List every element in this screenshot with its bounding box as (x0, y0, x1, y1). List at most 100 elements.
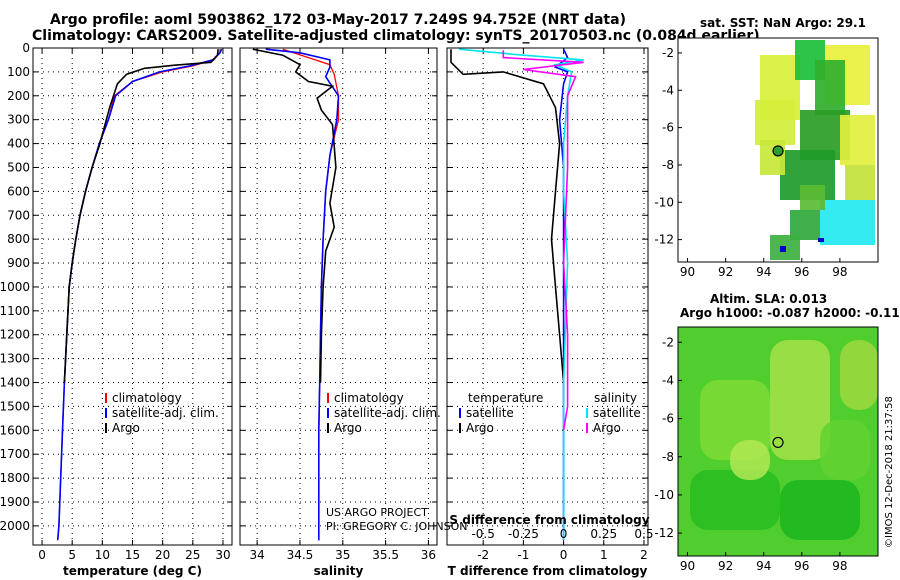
y-tick-label: 1300 (0, 352, 30, 366)
sst-map (678, 38, 878, 262)
sla-map-title-line2: Argo h1000: -0.087 h2000: -0.11 (680, 306, 900, 320)
map-x-tick-label: 98 (832, 265, 847, 279)
sla-patch (780, 480, 860, 540)
diff-temp-legend-header: temperature (468, 391, 543, 405)
sst-patch (760, 55, 800, 120)
sst-patch (818, 238, 824, 242)
legend-label: Argo (466, 421, 494, 435)
sst-patch (755, 100, 795, 145)
sla-patch (820, 420, 870, 480)
x-tick-label: -1 (517, 548, 529, 562)
y-tick-label: 1900 (0, 495, 30, 509)
y-tick-label: 1800 (0, 471, 30, 485)
map-y-tick-label: -6 (662, 121, 674, 135)
x-tick-label: 36 (421, 548, 436, 562)
panel-temperature: 0 5 10 15 20 25 300100200300400500600700800900… (0, 41, 233, 578)
x-axis-label: salinity (314, 564, 364, 578)
sla-patch (770, 340, 830, 460)
x-tick-label: 5 (68, 548, 76, 562)
sst-patch (825, 45, 870, 105)
sla-map-axes: 90 92 94 96 98-2-4-6-8-10-12 (654, 326, 879, 573)
credit-line-2: PI: GREGORY C. JOHNSON (326, 520, 468, 533)
x-tick-label: 1 (600, 548, 608, 562)
map-x-tick-label: 96 (794, 265, 809, 279)
sst-patch (820, 200, 875, 245)
map-y-tick-label: -6 (662, 412, 674, 426)
sla-patch (700, 380, 770, 460)
x-tick-label: 15 (125, 548, 140, 562)
map-x-tick-label: 94 (756, 265, 771, 279)
y-tick-label: 1700 (0, 447, 30, 461)
x-tick-label: 34 (249, 548, 264, 562)
map-x-tick-label: 94 (756, 559, 771, 573)
y-tick-label: 900 (7, 256, 30, 270)
x-tick-label: 2 (640, 548, 648, 562)
sal-diff-tick-label: 0.25 (590, 527, 617, 541)
y-tick-label: 500 (7, 160, 30, 174)
y-tick-label: 400 (7, 137, 30, 151)
x-tick-label: -2 (477, 548, 489, 562)
legend-label: climatology (334, 391, 404, 405)
legend-label: climatology (112, 391, 182, 405)
x-tick-label: 34.5 (287, 548, 314, 562)
x-tick-label: 0 (560, 548, 568, 562)
series-satellite-adj-clim- (265, 48, 340, 541)
sst-patch (815, 60, 845, 115)
sal-diff-tick-label: -0.25 (508, 527, 539, 541)
series-satellite-adj-clim- (56, 48, 223, 541)
sst-patch (760, 140, 785, 175)
sla-map-title-line1: Altim. SLA: 0.013 (710, 292, 828, 306)
panel-salinity: 34 34.5 35 35.5 36 salinity (239, 47, 438, 578)
sla-patch (730, 440, 770, 480)
series-argo (252, 48, 337, 383)
profile-charts: 0 5 10 15 20 25 300100200300400500600700800900… (0, 41, 654, 578)
map-y-tick-label: -4 (662, 373, 674, 387)
map-frame (677, 37, 879, 263)
y-tick-label: 1200 (0, 328, 30, 342)
legend-label: Argo (593, 421, 621, 435)
sst-patch (800, 110, 850, 160)
map-y-tick-label: -2 (662, 335, 674, 349)
sal-diff-tick-label: -0.5 (471, 527, 494, 541)
x-tick-label: 10 (95, 548, 110, 562)
y-tick-label: 2000 (0, 519, 30, 533)
title-line-2: Climatology: CARS2009. Satellite-adjuste… (32, 28, 760, 44)
sal-diff-tick-label: 0 (560, 527, 568, 541)
legend-label: satellite (593, 406, 641, 420)
x-tick-label: 35 (335, 548, 350, 562)
sst-patch (840, 115, 875, 165)
sst-patch (845, 165, 875, 200)
sst-patch (780, 150, 835, 200)
y-tick-label: 100 (7, 65, 30, 79)
x-tick-label: 20 (155, 548, 170, 562)
y-tick-label: 700 (7, 208, 30, 222)
y-tick-label: 1600 (0, 423, 30, 437)
map-y-tick-label: -2 (662, 46, 674, 60)
sal-diff-tick-label: 0.5 (634, 527, 653, 541)
panel-difference: -2 -1 0 1 2 T difference from climatology (446, 47, 649, 578)
y-tick-label: 1500 (0, 399, 30, 413)
y-tick-label: 300 (7, 113, 30, 127)
map-x-tick-label: 90 (680, 559, 695, 573)
sst-map-title: sat. SST: NaN Argo: 29.1 (700, 16, 866, 30)
sla-patch (840, 340, 878, 410)
plot-frame (32, 47, 233, 546)
plot-frame (239, 47, 438, 546)
y-tick-label: 200 (7, 89, 30, 103)
y-tick-label: 600 (7, 184, 30, 198)
sla-map-background (678, 327, 878, 556)
legend-label: Argo (334, 421, 362, 435)
sst-patch (790, 210, 820, 240)
x-tick-label: 35.5 (372, 548, 399, 562)
y-tick-label: 800 (7, 232, 30, 246)
series-climatology (282, 48, 340, 541)
map-y-tick-label: -4 (662, 83, 674, 97)
x-axis-label: T difference from climatology (448, 564, 648, 578)
plot-frame (446, 47, 649, 546)
sst-patch (770, 235, 800, 260)
y-tick-label: 0 (22, 41, 30, 55)
title-line-1: Argo profile: aoml 5903862_172 03-May-20… (50, 12, 626, 28)
sst-map-axes: 90 92 94 96 98-2-4-6-8-10-12 (654, 37, 879, 279)
series-salinity-argo (502, 50, 584, 431)
